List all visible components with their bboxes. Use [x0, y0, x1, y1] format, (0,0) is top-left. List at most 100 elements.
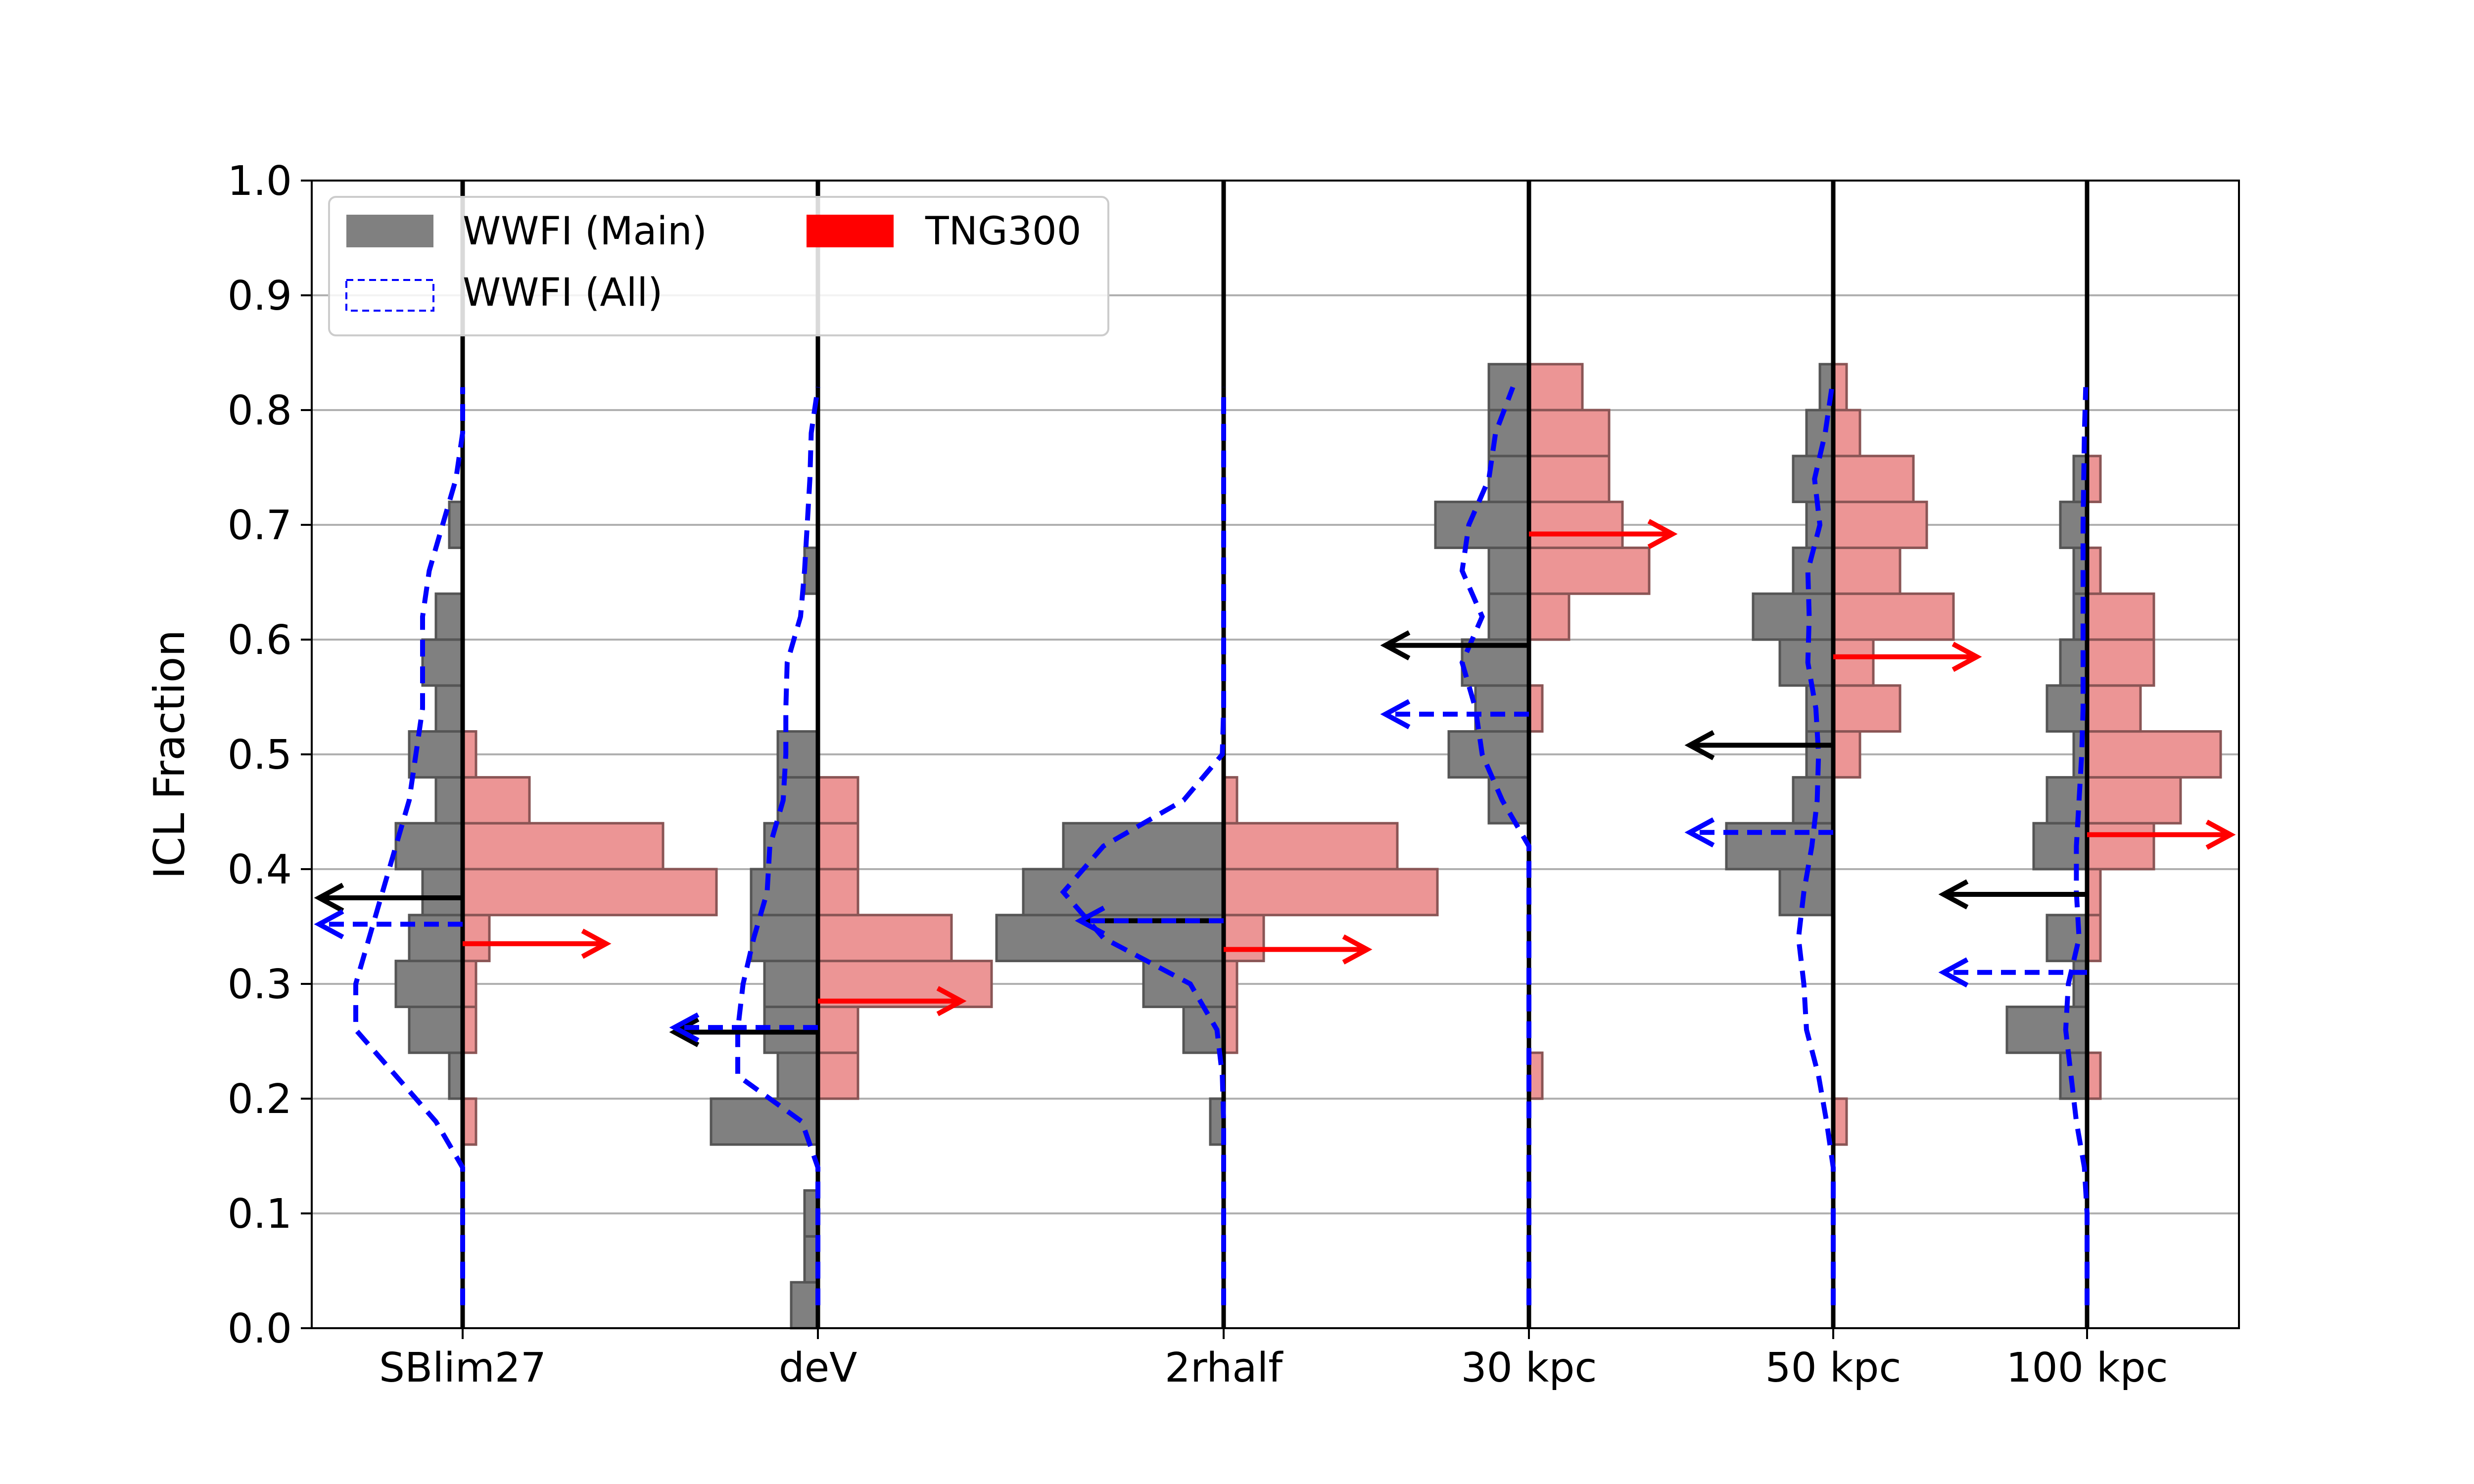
- y-tick-label: 0.6: [228, 617, 292, 664]
- main-median-arrow-head: [314, 882, 344, 913]
- main-histogram-bar: [1062, 822, 1225, 871]
- tng-histogram-bar: [461, 822, 665, 871]
- main-histogram-bar: [1487, 546, 1530, 595]
- tng-histogram-bar: [1832, 409, 1861, 458]
- tng-histogram-bar: [1527, 501, 1624, 549]
- tng-histogram-bar: [2086, 684, 2142, 733]
- main-histogram-bar: [408, 1005, 464, 1054]
- main-median-arrow: [1938, 879, 2087, 910]
- y-tick-label: 0.9: [228, 273, 292, 320]
- tng-histogram-bar: [816, 822, 859, 871]
- all-median-arrow-head: [669, 1012, 700, 1043]
- tng-histogram-bar: [1527, 455, 1611, 504]
- tng-histogram-bar: [2086, 638, 2155, 687]
- all-median-arrow-head: [1075, 906, 1105, 936]
- main-histogram-bar: [421, 868, 464, 917]
- main-histogram-bar: [1752, 592, 1835, 641]
- main-histogram-bar: [1434, 501, 1530, 549]
- y-tick-label: 0.1: [228, 1191, 292, 1238]
- tng-median-arrow-head: [1951, 642, 1982, 672]
- tng-histogram-bar: [461, 776, 531, 825]
- y-tick-label: 0.4: [228, 846, 292, 893]
- tng-histogram-bar: [1222, 822, 1399, 871]
- x-tick-label: 2rhalf: [1165, 1345, 1284, 1391]
- main-median-arrow: [314, 882, 463, 913]
- x-tick-label: 50 kpc: [1765, 1345, 1901, 1391]
- y-axis-ticks: 0.0 0.1 0.2 0.3 0.4 0.5 0.6 0.7 0.8 0.9 1.0: [228, 158, 312, 1352]
- main-median-arrow-head: [1684, 730, 1715, 760]
- main-histogram-bar: [434, 776, 464, 825]
- all-distribution-line: [1459, 386, 1531, 1305]
- legend: WWFI (Main) TNG300 WWFI (All): [328, 196, 1109, 336]
- tng-histogram-bar: [816, 868, 859, 917]
- legend-tng-swatch: [807, 215, 894, 247]
- tng-histogram-bar: [461, 914, 491, 963]
- tng-histogram-bar: [1222, 868, 1439, 917]
- tng-median-arrow: [818, 986, 967, 1017]
- x-tick-label: deV: [779, 1345, 857, 1391]
- tng-histogram-bar: [1527, 546, 1651, 595]
- all-median-arrow: [314, 909, 463, 939]
- tng-median-arrow: [1529, 519, 1678, 549]
- all-median-arrow: [669, 1012, 818, 1043]
- all-distribution-line: [353, 387, 465, 1305]
- all-median-arrow-head: [1380, 699, 1411, 730]
- all-median-arrow-head: [314, 909, 344, 939]
- tng-histogram-bar: [816, 1005, 859, 1054]
- main-histogram-bar: [394, 822, 464, 871]
- all-distribution-line: [735, 386, 820, 1305]
- tng-histogram-bar: [1832, 592, 1955, 641]
- all-median-arrow-head: [1938, 957, 1969, 988]
- main-histogram-bar: [2005, 1005, 2089, 1054]
- all-distribution-lines: [353, 386, 2090, 1305]
- main-histogram-bar: [1487, 455, 1530, 504]
- y-tick-label: 1.0: [228, 158, 292, 205]
- y-tick-label: 0.0: [228, 1305, 292, 1352]
- tng-histogram-bar: [1832, 730, 1861, 779]
- main-histogram-bar: [1487, 363, 1530, 412]
- main-histogram-bar: [1474, 684, 1530, 733]
- main-median-arrow: [669, 1017, 818, 1047]
- x-tick-label: 100 kpc: [2006, 1345, 2168, 1391]
- tng-histogram-bar: [2086, 730, 2222, 779]
- x-tick-label: 30 kpc: [1461, 1345, 1597, 1391]
- main-median-arrow-head: [669, 1017, 700, 1047]
- main-histogram-bar: [1022, 868, 1225, 917]
- all-median-arrow-head: [1684, 817, 1715, 848]
- main-histogram-bar: [1142, 960, 1225, 1008]
- tng-median-arrow: [2087, 820, 2236, 850]
- all-distribution-line: [1796, 386, 1836, 1305]
- tng-histogram-bar: [816, 1051, 859, 1100]
- main-histogram-bar: [1805, 684, 1835, 733]
- main-histogram-bar: [790, 1281, 819, 1330]
- all-median-arrow: [1380, 699, 1529, 730]
- y-tick-label: 0.2: [228, 1076, 292, 1123]
- main-histogram-bar: [421, 638, 464, 687]
- tng-median-arrow-head: [581, 928, 612, 959]
- tng-histogram-bar: [1832, 546, 1902, 595]
- main-histogram-bar: [434, 592, 464, 641]
- all-median-arrow: [1684, 817, 1833, 848]
- main-histogram-bar: [2046, 914, 2089, 963]
- x-axis-ticks: SBlim27 deV 2rhalf 30 kpc 50 kpc 100 kpc: [379, 1328, 2168, 1391]
- tng-median-arrow: [1833, 642, 1982, 672]
- tng-histogram-bar: [1527, 592, 1570, 641]
- tng-histogram-bar: [1527, 409, 1611, 458]
- all-distribution-line: [2063, 387, 2090, 1305]
- legend-all-swatch: [345, 279, 434, 312]
- tng-histogram-bar: [2086, 592, 2155, 641]
- all-median-arrow: [1075, 906, 1224, 936]
- tng-histogram-bar: [816, 914, 953, 963]
- main-histogram-bar: [710, 1097, 819, 1146]
- legend-main-swatch: [346, 215, 433, 247]
- all-distribution-line: [1060, 387, 1226, 1305]
- main-median-arrow-head: [1380, 630, 1411, 660]
- y-tick-label: 0.7: [228, 502, 292, 549]
- y-tick-label: 0.5: [228, 732, 292, 779]
- x-tick-label: SBlim27: [379, 1345, 546, 1391]
- y-tick-label: 0.8: [228, 387, 292, 434]
- tng-histogram-bar: [1832, 455, 1915, 504]
- tng-histogram-bar: [2086, 776, 2182, 825]
- y-axis-label: ICL Fraction: [145, 630, 194, 879]
